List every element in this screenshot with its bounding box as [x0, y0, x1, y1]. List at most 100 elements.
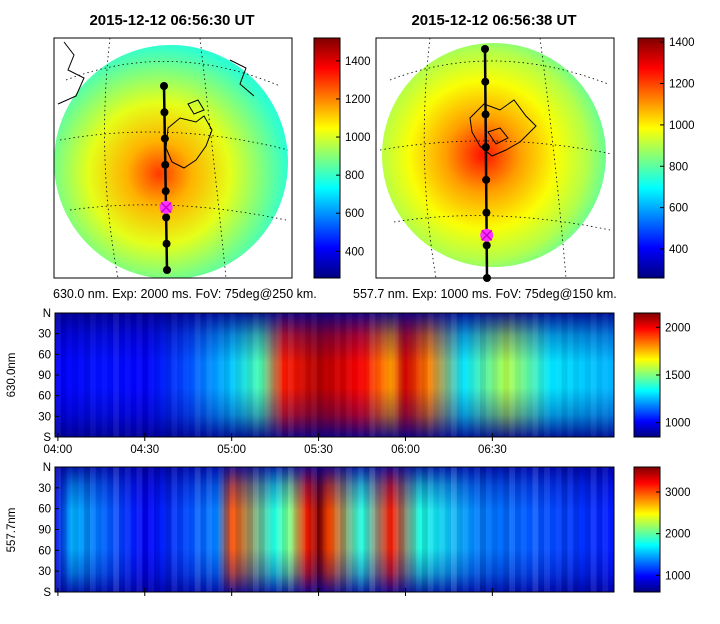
keogram-stripe	[119, 313, 125, 437]
keogram-630-y-ticks: N 30 60 90 60 30 S	[38, 308, 59, 444]
keogram-stripe	[462, 467, 469, 592]
keogram-stripe	[311, 467, 318, 592]
keogram-stripe	[357, 467, 364, 592]
keogram-557-latitude-shade	[55, 467, 614, 592]
keogram-stripe	[335, 313, 341, 437]
keogram-stripe	[352, 313, 358, 437]
keogram-stripe	[468, 313, 474, 437]
keogram-stripe	[189, 467, 195, 592]
keogram-stripe	[247, 467, 253, 592]
keogram-stripe	[241, 467, 247, 592]
right-panel-caption: 557.7 nm. Exp: 1000 ms. FoV: 75deg@150 k…	[353, 287, 617, 301]
keogram-stripe	[84, 313, 90, 437]
keogram-stripe	[509, 313, 516, 437]
x-tick-label: 05:30	[304, 444, 333, 456]
keogram-stripe	[165, 313, 172, 437]
keogram-stripe	[398, 313, 405, 437]
keogram-stripe	[340, 313, 347, 437]
keogram-stripe	[60, 467, 67, 592]
keogram-stripe	[131, 467, 137, 592]
keogram-stripe	[503, 313, 510, 437]
colorbar-tick-label: 1000	[345, 132, 371, 144]
keogram-stripe	[317, 313, 323, 437]
colorbar-tick-label: 1000	[669, 120, 695, 132]
keogram-stripe	[223, 313, 230, 437]
keogram-stripe	[602, 467, 609, 592]
keogram-stripe	[153, 467, 160, 592]
keogram-630-ylabel: 630.0nm	[6, 353, 18, 398]
keogram-stripe	[538, 313, 545, 437]
keogram-630-x-ticks: 04:00 04:30 05:00 05:30 06:00 06:30	[44, 433, 507, 456]
keogram-557-panel: N 30 60 90 60 30 S 557.7nm	[6, 462, 615, 599]
keogram-stripe	[67, 313, 73, 437]
keogram-stripe	[584, 467, 591, 592]
keogram-557-colorbar: 1000 2000 3000	[633, 466, 691, 593]
keogram-stripe	[602, 313, 609, 437]
y-tick-label: 60	[38, 545, 51, 557]
keogram-stripe	[509, 467, 516, 592]
keogram-stripe	[608, 467, 614, 592]
keogram-stripe	[363, 467, 370, 592]
left-sky-image	[54, 45, 288, 278]
x-tick-label: 05:00	[217, 444, 246, 456]
keogram-stripe	[89, 467, 96, 592]
keogram-stripe	[445, 467, 451, 592]
keogram-stripe	[439, 313, 445, 437]
keogram-stripe	[450, 313, 457, 437]
keogram-stripe	[375, 313, 381, 437]
colorbar-tick-label: 2000	[665, 529, 691, 541]
keogram-557-y-ticks: N 30 60 90 60 30 S	[38, 462, 59, 599]
colorbar-tick-label: 1000	[665, 570, 691, 582]
keogram-557-stripes	[55, 467, 614, 592]
keogram-stripe	[392, 313, 399, 437]
keogram-stripe	[218, 467, 224, 592]
colorbar-ramp	[637, 37, 665, 279]
keogram-stripe	[124, 467, 131, 592]
y-tick-label: 60	[38, 504, 51, 516]
track-point	[161, 160, 170, 169]
keogram-stripe	[107, 467, 114, 592]
keogram-stripe	[550, 467, 556, 592]
keogram-stripe	[229, 313, 236, 437]
keogram-stripe	[282, 313, 288, 437]
footprint-marker	[159, 200, 173, 214]
colorbar-tick-label: 1400	[669, 37, 695, 49]
keogram-stripe	[78, 467, 84, 592]
keogram-stripe	[323, 467, 329, 592]
keogram-stripe	[171, 467, 178, 592]
keogram-stripe	[107, 313, 113, 437]
keogram-stripe	[142, 313, 149, 437]
keogram-stripe	[364, 313, 370, 437]
y-tick-label: 30	[38, 329, 51, 341]
track-point	[481, 143, 490, 152]
footprint-marker-cross	[160, 201, 172, 213]
keogram-stripe	[596, 467, 603, 592]
left-panel-title: 2015-12-12 06:56:30 UT	[89, 12, 254, 29]
colorbar-tick-label: 1200	[669, 79, 695, 91]
track-point	[482, 241, 491, 250]
keogram-stripe	[515, 313, 521, 437]
footprint-marker	[480, 228, 494, 242]
keogram-stripe	[463, 313, 469, 437]
keogram-stripe	[346, 467, 352, 592]
y-tick-label: S	[43, 587, 51, 599]
keogram-stripe	[171, 313, 178, 437]
keogram-stripe	[480, 313, 486, 437]
left-coastline-west	[57, 41, 255, 105]
keogram-stripe	[299, 467, 306, 592]
keogram-stripe	[520, 467, 527, 592]
keogram-stripe	[276, 467, 283, 592]
keogram-stripe	[200, 467, 207, 592]
x-tick-label: 06:00	[391, 444, 420, 456]
keogram-stripe	[328, 313, 335, 437]
keogram-stripe	[579, 467, 585, 592]
keogram-stripe	[247, 313, 253, 437]
keogram-stripe	[183, 313, 189, 437]
keogram-stripe	[153, 313, 160, 437]
y-tick-label: 30	[38, 566, 51, 578]
keogram-stripe	[102, 313, 108, 437]
keogram-stripe	[445, 313, 451, 437]
keogram-stripe	[305, 313, 312, 437]
keogram-stripe	[439, 467, 446, 592]
